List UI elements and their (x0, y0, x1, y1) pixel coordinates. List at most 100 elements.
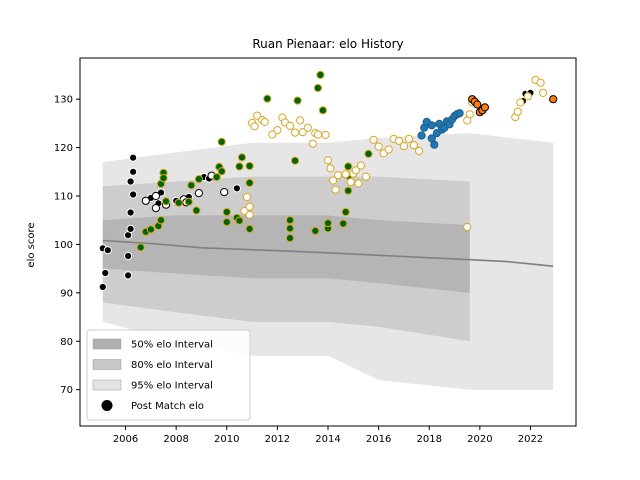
data-point-series-4 (384, 145, 393, 154)
legend-swatch (92, 379, 122, 391)
legend-swatch (92, 359, 122, 370)
data-point-series-4 (404, 134, 414, 143)
data-point-series-4 (374, 142, 383, 151)
data-point-series-3 (285, 224, 295, 233)
data-point-series-4 (260, 117, 269, 127)
y-tick-label: 130 (54, 95, 73, 106)
data-point-series-3 (245, 224, 254, 233)
data-point-series-3 (192, 206, 201, 215)
data-point-series-4 (463, 222, 472, 232)
data-point-series-4 (351, 166, 360, 175)
legend-label: 50% elo Interval (131, 340, 213, 351)
data-point-series-3 (339, 219, 348, 228)
y-tick-label: 120 (54, 143, 73, 154)
data-point-series-4 (331, 185, 340, 194)
data-point-series-3 (235, 162, 244, 171)
y-tick-label: 70 (60, 385, 73, 396)
data-point-series-3 (293, 96, 302, 105)
x-tick-label: 2018 (416, 434, 441, 445)
data-point-series-5 (417, 131, 426, 140)
data-point-series-2 (151, 204, 160, 213)
data-point-series-3 (285, 234, 295, 243)
data-point-series-1 (124, 271, 133, 280)
data-point-series-4 (291, 128, 300, 137)
data-point-series-4 (242, 192, 252, 202)
data-point-series-3 (263, 94, 272, 103)
data-point-series-3 (285, 216, 295, 225)
data-point-series-3 (136, 243, 145, 252)
data-point-series-1 (129, 167, 138, 176)
data-point-series-4 (399, 142, 408, 151)
data-point-series-3 (313, 83, 322, 93)
data-point-series-4 (523, 92, 533, 101)
plot-area (98, 70, 558, 390)
x-tick-label: 2008 (163, 434, 188, 445)
legend: 50% elo Interval 80% elo Interval 95% elo … (86, 329, 251, 421)
data-point-series-3 (212, 173, 221, 182)
data-point-series-3 (323, 219, 333, 228)
data-point-series-3 (217, 137, 226, 146)
data-points (98, 70, 558, 292)
chart-title: Ruan Pienaar: elo History (252, 37, 403, 51)
y-tick-label: 80 (60, 337, 73, 348)
data-point-series-3 (187, 181, 196, 190)
data-point-series-4 (361, 172, 371, 181)
data-point-series-2 (151, 191, 160, 201)
data-point-series-4 (308, 139, 317, 148)
data-point-series-4 (341, 170, 350, 179)
data-point-series-3 (237, 153, 247, 162)
data-point-series-4 (356, 161, 365, 170)
data-point-series-2 (194, 189, 203, 198)
data-point-series-4 (354, 179, 363, 188)
interval-bands (102, 133, 554, 390)
data-point-series-4 (329, 176, 338, 185)
data-point-series-4 (245, 202, 254, 211)
data-point-series-3 (364, 149, 373, 158)
data-point-series-5 (427, 121, 436, 130)
data-point-series-4 (539, 88, 548, 98)
data-point-series-4 (298, 128, 307, 137)
data-point-series-3 (341, 207, 350, 217)
data-point-series-4 (346, 177, 355, 187)
data-point-series-4 (250, 122, 259, 131)
legend-label: 95% elo Interval (131, 381, 213, 392)
data-point-series-6 (480, 103, 489, 112)
data-point-series-3 (161, 197, 171, 206)
data-point-series-1 (103, 246, 112, 255)
x-tick-label: 2014 (315, 434, 340, 445)
data-point-series-6 (473, 100, 482, 109)
data-point-series-2 (220, 188, 229, 197)
data-point-series-4 (465, 110, 474, 119)
data-point-series-3 (245, 178, 254, 187)
data-point-series-4 (321, 130, 330, 140)
y-tick-label: 90 (60, 288, 73, 299)
data-point-series-3 (318, 106, 327, 115)
data-point-series-3 (344, 162, 353, 171)
data-point-series-3 (291, 156, 300, 165)
data-point-series-4 (273, 126, 282, 135)
x-tick-label: 2016 (366, 434, 391, 445)
data-point-series-3 (222, 207, 231, 217)
data-point-series-4 (513, 107, 522, 116)
data-point-series-3 (311, 226, 320, 235)
data-point-series-3 (344, 186, 353, 195)
data-point-series-1 (101, 268, 110, 278)
interval-band-3 (102, 215, 470, 293)
data-point-series-3 (194, 175, 203, 184)
y-axis-ticks: 70 80 90 100 110 120 130 (54, 95, 80, 396)
data-point-series-4 (394, 136, 403, 145)
data-point-series-1 (129, 153, 138, 162)
legend-marker (101, 400, 113, 411)
y-tick-label: 100 (54, 240, 73, 251)
data-point-series-6 (549, 95, 558, 104)
data-point-series-5 (455, 109, 464, 118)
data-point-series-3 (156, 216, 166, 225)
data-point-series-4 (313, 130, 322, 139)
data-point-series-4 (415, 146, 424, 156)
data-point-series-3 (217, 167, 226, 176)
data-point-series-1 (126, 224, 135, 233)
data-point-series-3 (174, 198, 183, 207)
data-point-series-1 (126, 208, 135, 217)
data-point-series-4 (253, 111, 262, 120)
